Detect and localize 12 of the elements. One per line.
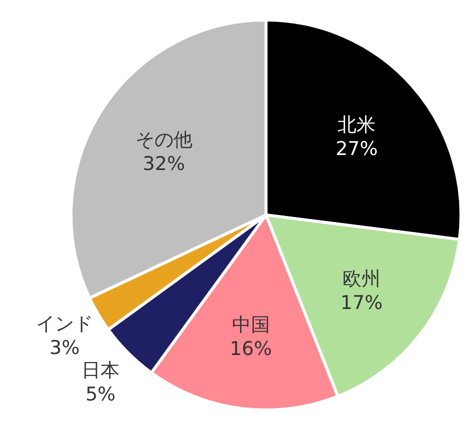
data-label: 17%	[340, 292, 383, 314]
data-label: 32%	[142, 153, 186, 176]
data-label: 27%	[336, 138, 378, 160]
data-label: 5%	[85, 383, 116, 406]
slice-label: 中国	[232, 314, 270, 336]
slice-label: 北米	[338, 114, 376, 136]
slice-label: インド	[36, 313, 94, 336]
slice-label: 欧州	[342, 268, 381, 290]
slice-label: 日本	[82, 359, 120, 382]
data-label: 16%	[230, 338, 272, 360]
data-label: 3%	[50, 337, 80, 360]
slice-label: その他	[135, 129, 192, 152]
